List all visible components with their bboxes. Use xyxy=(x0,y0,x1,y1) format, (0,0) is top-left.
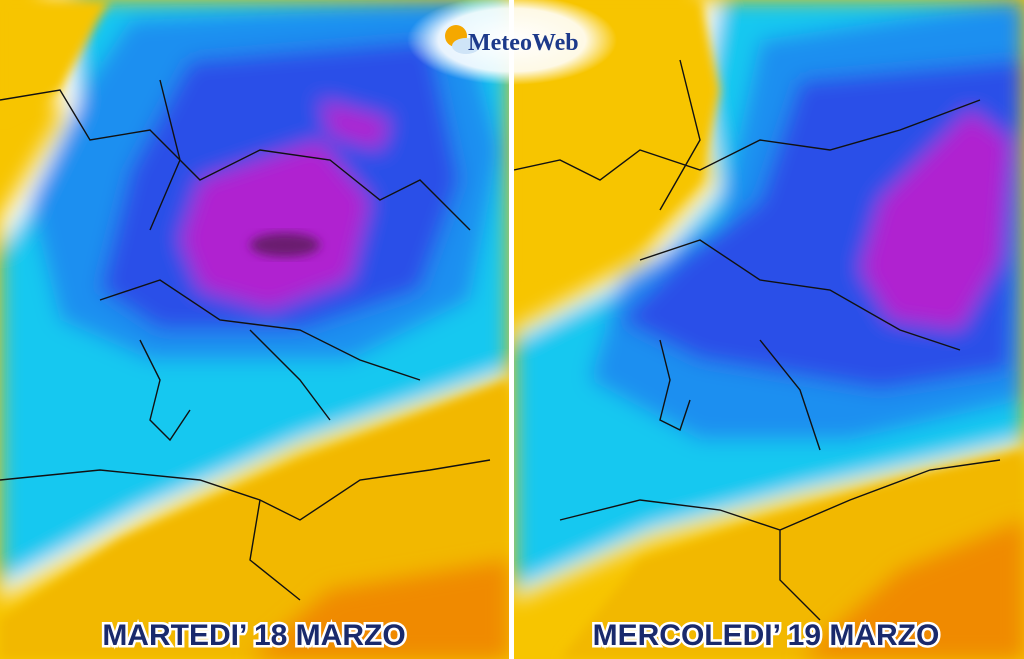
extreme-cold xyxy=(250,233,320,257)
logo: MeteoWeb xyxy=(407,0,617,85)
logo-text: MeteoWeb xyxy=(468,30,579,56)
country-borders xyxy=(0,79,491,601)
frigid-area xyxy=(860,110,1010,330)
warm-corner xyxy=(0,0,110,120)
panel-divider xyxy=(509,0,514,659)
frigid-area-north xyxy=(320,100,390,150)
hot-area xyxy=(800,520,1024,659)
map-panel-1 xyxy=(0,0,509,659)
country-borders xyxy=(514,59,1001,621)
panel-label: MERCOLEDI’ 19 MARZO xyxy=(593,619,940,652)
frigid-area xyxy=(180,140,370,310)
hot-area xyxy=(250,560,509,659)
map-panel-2 xyxy=(514,0,1024,659)
logo-glow xyxy=(407,0,617,85)
panel-label: MARTEDI’ 18 MARZO xyxy=(102,619,405,652)
logo-cloud xyxy=(452,38,480,54)
